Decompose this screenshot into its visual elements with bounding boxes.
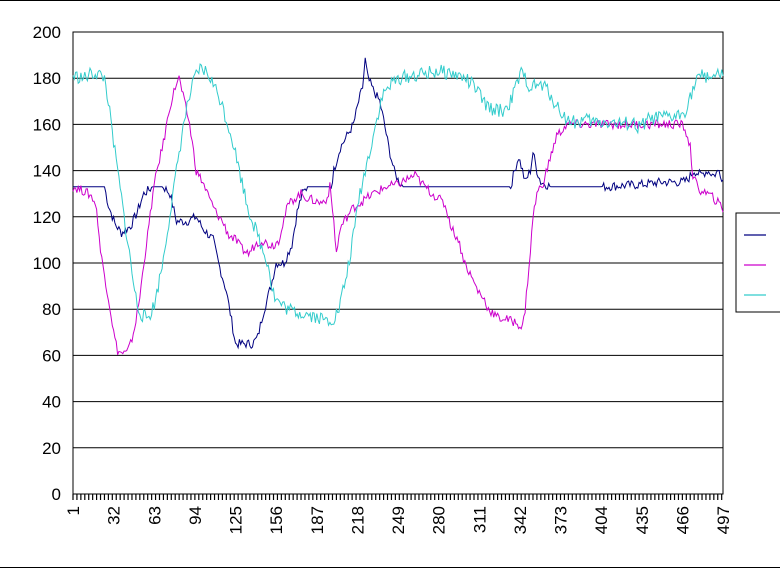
- y-tick-label: 180: [33, 69, 61, 88]
- x-tick-label: 497: [714, 506, 733, 534]
- x-tick-label: 1: [64, 506, 83, 515]
- x-axis-ticks: [72, 494, 723, 500]
- x-tick-label: 404: [592, 506, 611, 534]
- series-line-3: [72, 63, 724, 327]
- x-tick-label: 156: [267, 506, 286, 534]
- chart-frame: [0, 0, 780, 568]
- x-tick-label: 32: [105, 506, 124, 525]
- x-tick-label: 373: [552, 506, 571, 534]
- y-tick-label: 20: [42, 439, 61, 458]
- y-tick-label: 40: [42, 393, 61, 412]
- y-tick-label: 60: [42, 346, 61, 365]
- y-tick-label: 0: [52, 485, 61, 504]
- x-tick-label: 94: [186, 506, 205, 525]
- y-tick-label: 160: [33, 115, 61, 134]
- x-tick-label: 187: [308, 506, 327, 534]
- x-tick-label: 280: [430, 506, 449, 534]
- x-tick-label: 249: [389, 506, 408, 534]
- series-line-1: [73, 57, 724, 350]
- x-tick-label: 435: [633, 506, 652, 534]
- y-tick-label: 120: [33, 208, 61, 227]
- x-tick-label: 311: [470, 506, 489, 533]
- x-axis-tick-labels: 1 32 63 94 125 156 187 218 249 280 311 342 373 404 435…: [64, 506, 733, 534]
- y-axis-tick-labels: 0 20 40 60 80 100 120 140 160 180 200: [33, 23, 61, 504]
- y-tick-label: 80: [42, 300, 61, 319]
- x-tick-label: 466: [673, 506, 692, 534]
- x-tick-label: 63: [145, 506, 164, 525]
- x-tick-label: 342: [511, 506, 530, 534]
- y-tick-label: 200: [33, 23, 61, 42]
- x-tick-label: 125: [227, 506, 246, 534]
- y-tick-label: 140: [33, 162, 61, 181]
- legend: [735, 212, 780, 313]
- series-lines: [72, 57, 724, 355]
- legend-box: [735, 212, 780, 313]
- y-tick-label: 100: [33, 254, 61, 273]
- x-tick-label: 218: [348, 506, 367, 534]
